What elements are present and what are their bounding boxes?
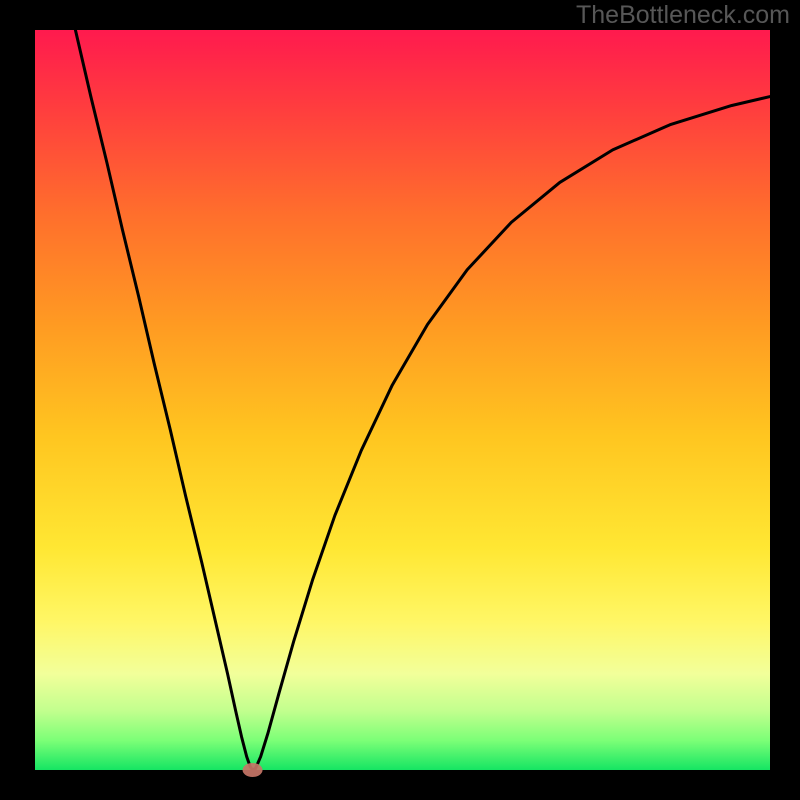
minimum-marker	[243, 763, 263, 777]
chart-frame: TheBottleneck.com	[0, 0, 800, 800]
chart-svg	[0, 0, 800, 800]
gradient-background	[35, 30, 770, 770]
watermark-text: TheBottleneck.com	[576, 1, 790, 30]
